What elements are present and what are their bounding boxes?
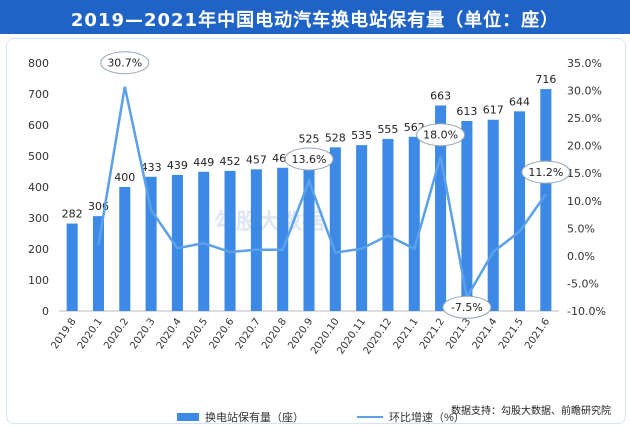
x-tick-label: 2021.5 <box>497 316 526 351</box>
bar-value-label: 452 <box>220 155 241 168</box>
y-left-tick: 100 <box>28 274 49 287</box>
bar-value-label: 449 <box>193 156 214 169</box>
legend-line-swatch <box>357 416 383 418</box>
bar-value-label: 528 <box>325 131 346 144</box>
bar <box>277 167 289 311</box>
bar <box>356 145 368 311</box>
x-tick-label: 2020.6 <box>207 316 236 351</box>
y-right-tick: 5.0% <box>567 222 595 235</box>
y-left-tick: 400 <box>28 181 49 194</box>
x-tick-label: 2020.2 <box>102 316 131 351</box>
bar <box>66 223 78 311</box>
bar <box>171 174 183 311</box>
x-tick-label: 2020.5 <box>181 316 210 351</box>
y-left-tick: 200 <box>28 243 49 256</box>
x-tick-label: 2021.4 <box>471 316 500 351</box>
y-right-tick: 15.0% <box>567 167 602 180</box>
y-right-tick: 25.0% <box>567 112 602 125</box>
callout-label: 18.0% <box>423 129 458 142</box>
bar-value-label: 555 <box>377 123 398 136</box>
bar-value-label: 282 <box>62 208 83 221</box>
bar <box>303 148 315 311</box>
x-tick-label: 2021.2 <box>418 316 447 351</box>
bar <box>435 105 447 311</box>
y-left-tick: 600 <box>28 119 49 132</box>
growth-line <box>97 86 547 301</box>
bar-value-label: 457 <box>246 153 267 166</box>
x-tick-label: 2020.3 <box>128 316 157 351</box>
bar <box>461 120 473 311</box>
y-right-tick: 10.0% <box>567 195 602 208</box>
bar <box>198 171 210 311</box>
y-right-tick: -5.0% <box>567 277 599 290</box>
legend: 换电站保有量（座） 环比增速（%） <box>7 409 625 425</box>
bar <box>224 170 236 311</box>
callout-bubble <box>100 51 150 75</box>
bar-value-label: 525 <box>299 132 320 145</box>
x-tick-label: 2021.3 <box>444 316 473 351</box>
callout-bubble <box>284 147 334 171</box>
bar-value-label: 433 <box>141 161 162 174</box>
chart-panel: 勾股大数据 0 100 200 300 400 500 600 700 800 -10.0% -5.0… <box>6 38 626 424</box>
callout-label: 30.7% <box>107 57 142 70</box>
callout-label: 11.2% <box>528 166 563 179</box>
callout-bubble <box>521 160 571 184</box>
bar <box>92 216 104 311</box>
legend-bar-label: 换电站保有量（座） <box>205 412 304 424</box>
y-right-tick: 35.0% <box>567 57 602 70</box>
y-left-tick: 800 <box>28 57 49 70</box>
callout-label: -7.5% <box>451 301 483 314</box>
bar-value-label: 663 <box>430 89 451 102</box>
title-bar: 2019—2021年中国电动汽车换电站保有量（单位：座） <box>0 0 630 34</box>
bar-value-label: 644 <box>509 95 530 108</box>
callout-bubble <box>416 123 466 147</box>
x-tick-label: 2021.1 <box>392 316 421 351</box>
x-tick-label: 2020.1 <box>76 316 105 351</box>
x-tick-label: 2021.6 <box>523 316 552 351</box>
y-right-tick: 30.0% <box>567 85 602 98</box>
source-note: 数据支持：勾股大数据、前瞻研究院 <box>451 406 611 417</box>
legend-bar-swatch <box>177 413 199 421</box>
bar <box>408 136 420 311</box>
x-tick-label: 2019.8 <box>50 316 79 351</box>
bar <box>119 187 131 311</box>
callout-bubble <box>442 295 492 319</box>
callout-label: 13.6% <box>292 153 327 166</box>
bar-value-label: 535 <box>351 129 372 142</box>
y-right-tick: 20.0% <box>567 140 602 153</box>
x-tick-label: 2020.4 <box>155 316 184 351</box>
bar <box>540 89 552 311</box>
bar <box>145 176 157 311</box>
bar-value-label: 613 <box>456 105 477 118</box>
bar <box>250 169 262 311</box>
y-right-tick: 0.0% <box>567 250 595 263</box>
y-left-tick: 300 <box>28 212 49 225</box>
y-left-tick: 500 <box>28 150 49 163</box>
bar <box>514 111 526 311</box>
x-tick-label: 2020.7 <box>234 316 263 351</box>
bar <box>382 138 394 311</box>
bar-value-label: 617 <box>483 104 504 117</box>
y-right-tick: -10.0% <box>567 305 606 318</box>
bar-value-label: 439 <box>167 159 188 172</box>
legend-item-line: 环比增速（%） <box>357 409 465 425</box>
bar-value-label: 716 <box>535 73 556 86</box>
chart-svg: 勾股大数据0100200300400500600700800-10.0%-5.0… <box>28 51 606 357</box>
y-left-tick: 0 <box>42 305 49 318</box>
bar <box>487 119 499 311</box>
legend-line-label: 环比增速（%） <box>389 412 465 424</box>
bar-value-label: 400 <box>114 171 135 184</box>
x-tick-label: 2020.8 <box>260 316 289 351</box>
chart-title: 2019—2021年中国电动汽车换电站保有量（单位：座） <box>70 10 560 31</box>
bar <box>329 147 341 311</box>
y-left-tick: 700 <box>28 88 49 101</box>
legend-item-bars: 换电站保有量（座） <box>177 409 304 425</box>
